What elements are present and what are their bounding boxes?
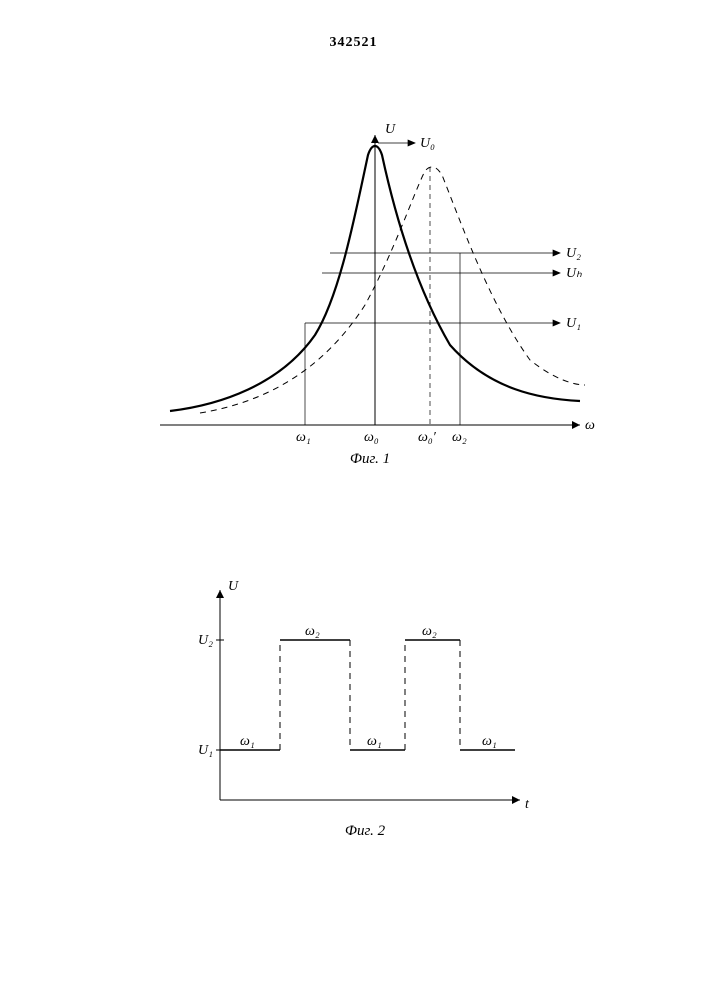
label-w0p: ω₀′ <box>418 430 437 445</box>
fig1-svg: U U₀ U₂ Uₕ U₁ ω ω₁ ω₀ ω₀′ ω₂ Фиг. 1 <box>140 135 600 465</box>
label-U1: U₁ <box>566 316 581 331</box>
curve-dashed <box>200 167 585 413</box>
fig2-labels: U t U₁ U₂ ω₂ ω₂ ω₁ ω₁ ω₁ <box>198 579 530 812</box>
label-w2: ω₂ <box>452 430 467 445</box>
figure-1: U U₀ U₂ Uₕ U₁ ω ω₁ ω₀ ω₀′ ω₂ Фиг. 1 <box>140 135 600 465</box>
label2-U: U <box>228 579 239 594</box>
label2-w2b: ω₂ <box>422 624 437 639</box>
figure-2: U t U₁ U₂ ω₂ ω₂ ω₁ ω₁ ω₁ Фиг. 2 <box>180 580 540 850</box>
label-w0: ω₀ <box>364 430 379 445</box>
fig1-labels: U U₀ U₂ Uₕ U₁ ω ω₁ ω₀ ω₀′ ω₂ <box>296 122 595 445</box>
label2-w2a: ω₂ <box>305 624 320 639</box>
label2-t: t <box>525 797 530 812</box>
guides <box>305 140 560 425</box>
axes-2 <box>216 590 520 804</box>
label2-U1: U₁ <box>198 743 213 758</box>
label-U: U <box>385 122 396 137</box>
fig1-caption: Фиг. 1 <box>350 451 390 467</box>
label2-w1c: ω₁ <box>482 734 497 749</box>
label2-U2: U₂ <box>198 633 213 648</box>
page-number: 342521 <box>0 35 707 51</box>
label2-w1a: ω₁ <box>240 734 255 749</box>
label2-w1b: ω₁ <box>367 734 382 749</box>
label-U0: U₀ <box>420 136 435 151</box>
label-U2: U₂ <box>566 246 581 261</box>
fig2-caption: Фиг. 2 <box>345 823 386 839</box>
label-w1: ω₁ <box>296 430 311 445</box>
axes <box>160 135 580 429</box>
fig2-svg: U t U₁ U₂ ω₂ ω₂ ω₁ ω₁ ω₁ Фиг. 2 <box>180 580 540 850</box>
page: 342521 <box>0 0 707 1000</box>
label-UH: Uₕ <box>566 266 582 281</box>
label-w: ω <box>585 418 595 433</box>
